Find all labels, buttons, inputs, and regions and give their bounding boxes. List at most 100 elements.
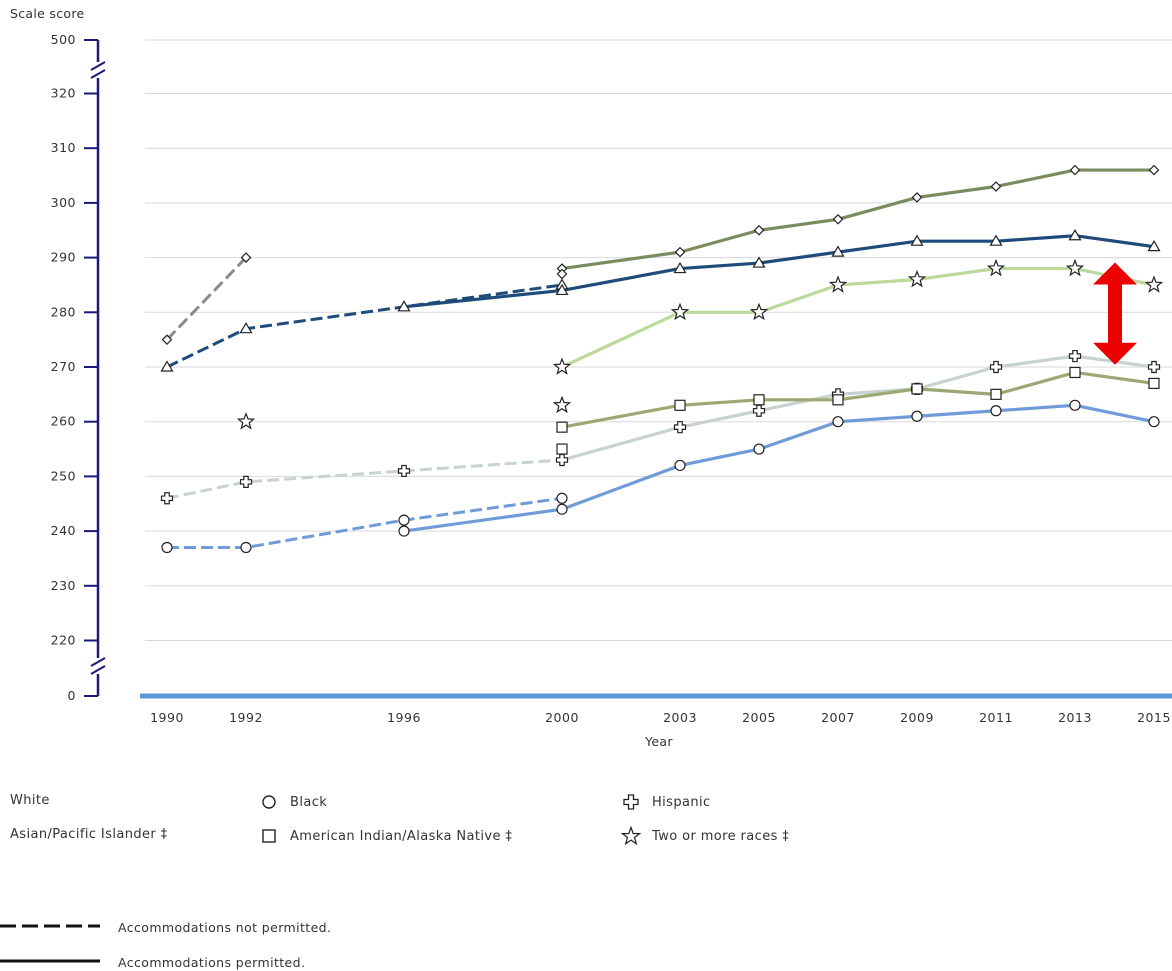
red-double-arrow xyxy=(1093,262,1137,365)
data-point-diamond xyxy=(240,252,252,263)
data-point-plus xyxy=(160,492,174,505)
data-point-plus xyxy=(1068,349,1082,363)
legend-white: White xyxy=(10,793,50,808)
series-line-hispanic-dashed xyxy=(166,458,563,500)
data-point-star xyxy=(749,302,769,321)
data-point-circle xyxy=(161,541,173,554)
legend-two-or-more: Two or more races ‡ xyxy=(620,826,790,846)
data-point-diamond xyxy=(911,192,923,203)
x-tick-label: 1990 xyxy=(150,710,184,725)
data-point-circle xyxy=(753,443,765,455)
series-line-black-dashed xyxy=(167,496,563,550)
series-lines xyxy=(165,168,1155,550)
y-tick-label: 250 xyxy=(51,468,76,483)
data-point-star xyxy=(236,412,256,430)
data-point-circle xyxy=(832,416,844,428)
data-point-circle xyxy=(556,503,568,515)
data-point-square xyxy=(556,421,568,433)
data-point-square xyxy=(1148,377,1160,390)
legend-asian-label: Asian/Pacific Islander ‡ xyxy=(10,827,168,842)
data-point-plus xyxy=(239,475,253,488)
legend-hispanic-label: Hispanic xyxy=(652,794,711,810)
data-point-triangle xyxy=(831,245,845,257)
data-point-square xyxy=(1069,366,1081,379)
data-point-plus xyxy=(752,404,766,417)
data-point-triangle xyxy=(397,300,411,312)
data-point-triangle xyxy=(989,234,1003,246)
note-not-permitted: Accommodations not permitted. xyxy=(118,920,332,935)
data-point-triangle xyxy=(160,360,174,372)
x-tick-label: 2007 xyxy=(821,710,855,725)
legend-black-label: Black xyxy=(290,794,328,810)
data-point-circle xyxy=(1148,416,1160,428)
y-tick-label: 230 xyxy=(51,578,76,593)
axis-break-mark xyxy=(90,69,106,79)
data-point-star xyxy=(986,258,1006,277)
legend-black: Black xyxy=(258,793,327,811)
y-tick-label: 310 xyxy=(51,140,76,155)
legend-two-label: Two or more races ‡ xyxy=(652,828,790,844)
data-point-diamond xyxy=(753,224,765,236)
data-point-square xyxy=(990,388,1002,400)
data-point-plus xyxy=(1147,360,1161,374)
data-point-circle xyxy=(556,492,568,504)
data-point-diamond xyxy=(832,213,844,225)
series-line-white-dashed xyxy=(165,256,248,341)
dashed-line-key xyxy=(0,924,100,928)
data-point-star xyxy=(828,275,848,293)
star-icon xyxy=(620,826,642,846)
data-point-square xyxy=(753,394,765,406)
y-axis xyxy=(84,39,106,697)
series-line-amind xyxy=(561,370,1155,429)
data-point-plus xyxy=(397,464,411,478)
x-tick-label: 1992 xyxy=(229,710,263,725)
series-line-black xyxy=(403,403,1155,533)
data-point-square xyxy=(832,394,844,406)
series-markers xyxy=(160,164,1164,554)
legend-hispanic: Hispanic xyxy=(620,793,711,811)
data-point-circle xyxy=(398,514,410,526)
data-point-star xyxy=(552,357,572,375)
legend-white-label: White xyxy=(10,793,50,808)
y-tick-labels: 0 220 230 240 250 260 270 280 290 300 310 320 500 xyxy=(51,32,76,703)
series-line-asian-dashed xyxy=(166,283,563,369)
x-tick-label: 2003 xyxy=(663,710,697,725)
data-point-star xyxy=(1065,258,1085,277)
y-tick-label: 260 xyxy=(51,414,76,429)
data-point-square xyxy=(674,399,686,411)
data-point-star xyxy=(907,269,927,288)
x-tick-label: 2011 xyxy=(979,710,1013,725)
data-point-triangle xyxy=(673,261,687,274)
x-axis-title: Year xyxy=(644,734,673,749)
square-icon xyxy=(258,827,280,845)
gap-arrow-annotation xyxy=(1093,262,1137,365)
data-point-diamond xyxy=(1148,164,1160,176)
data-point-diamond xyxy=(556,268,568,280)
y-tick-label: 280 xyxy=(51,304,76,319)
data-point-star xyxy=(552,395,572,414)
data-point-square xyxy=(556,443,568,455)
x-tick-label: 2000 xyxy=(545,710,579,725)
plus-icon xyxy=(620,793,642,811)
series-line-white xyxy=(561,168,1154,271)
data-point-triangle xyxy=(555,283,569,296)
y-tick-label: 240 xyxy=(51,523,76,538)
data-point-triangle xyxy=(239,322,253,334)
y-tick-label: 500 xyxy=(51,32,76,47)
data-point-diamond xyxy=(1069,164,1081,176)
data-point-triangle xyxy=(1147,239,1161,252)
data-point-plus xyxy=(555,453,569,467)
legend-asian: Asian/Pacific Islander ‡ xyxy=(10,827,168,842)
data-point-star xyxy=(670,302,690,321)
x-tick-label: 1996 xyxy=(387,710,421,725)
y-tick-label: 290 xyxy=(51,250,76,265)
gridlines xyxy=(145,39,1172,641)
data-point-triangle xyxy=(910,234,924,246)
data-point-plus xyxy=(673,421,687,434)
legend-amind-label: American Indian/Alaska Native ‡ xyxy=(290,828,513,844)
y-tick-label: 270 xyxy=(51,359,76,374)
data-point-circle xyxy=(674,459,686,472)
data-point-plus xyxy=(989,360,1003,374)
data-point-circle xyxy=(398,525,410,537)
data-point-square xyxy=(911,383,923,395)
